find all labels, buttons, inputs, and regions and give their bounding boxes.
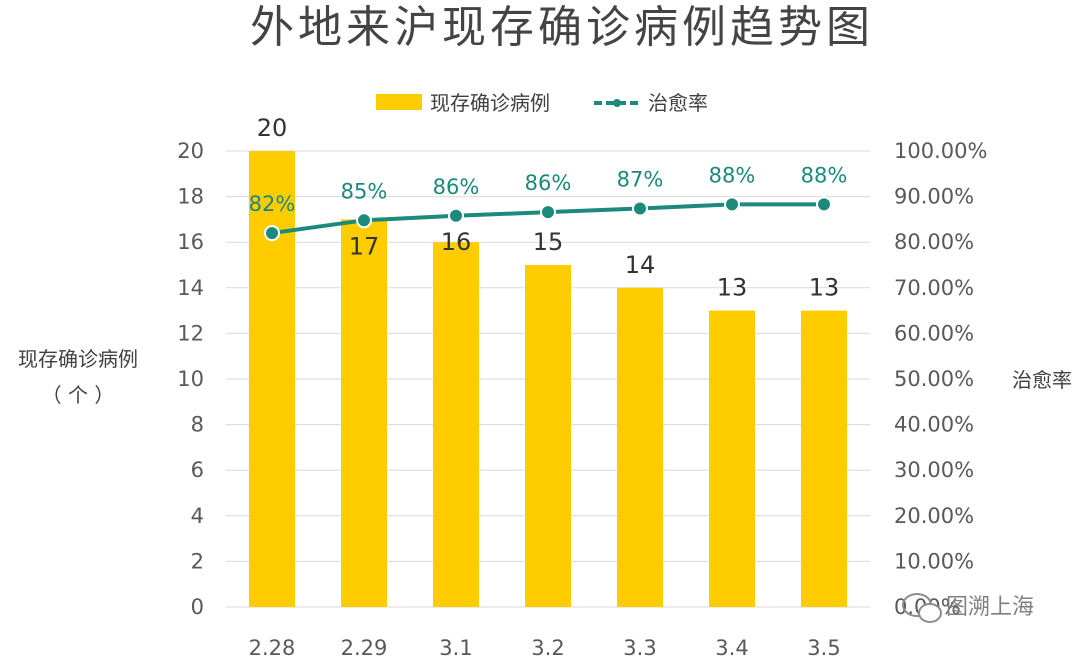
rate-point [816, 196, 832, 213]
right-tick-label: 60.00% [894, 321, 974, 345]
left-tick-label: 10 [177, 367, 204, 391]
bar [709, 310, 755, 607]
left-tick-label: 12 [177, 321, 204, 345]
rate-data-label: 88% [709, 163, 756, 187]
x-tick-label: 3.3 [623, 636, 656, 656]
x-tick-label: 2.28 [249, 636, 296, 656]
left-tick-label: 0 [191, 595, 204, 619]
bar-data-labels: 20 17 16 15 14 13 13 [257, 114, 840, 302]
rate-point [448, 207, 464, 224]
left-tick-label: 8 [191, 413, 204, 437]
chart-title: 外地来沪现存确诊病例趋势图 [250, 2, 874, 53]
right-tick-label: 50.00% [894, 367, 974, 391]
left-axis-title: 现存确诊病例 [18, 347, 138, 371]
legend-bar-swatch [376, 94, 422, 110]
rate-point [540, 204, 556, 221]
x-tick-label: 3.5 [807, 636, 840, 656]
left-tick-label: 6 [191, 458, 204, 482]
watermark: 图溯上海 [902, 593, 1034, 623]
x-tick-label: 3.1 [439, 636, 472, 656]
rate-data-label: 86% [433, 175, 480, 199]
left-tick-label: 16 [177, 230, 204, 254]
bar [801, 310, 847, 607]
bar [617, 287, 663, 607]
bar-data-label: 16 [441, 228, 472, 256]
right-tick-label: 10.00% [894, 549, 974, 573]
bar-data-label: 13 [809, 274, 840, 302]
bar-data-label: 17 [349, 232, 380, 260]
bar-data-label: 14 [625, 251, 656, 279]
right-tick-label: 80.00% [894, 230, 974, 254]
right-tick-label: 20.00% [894, 504, 974, 528]
left-axis-ticks: 0 2 4 6 8 10 12 14 16 18 20 [177, 139, 204, 619]
right-tick-label: 90.00% [894, 185, 974, 209]
left-axis-unit: （ 个 ） [42, 383, 115, 407]
rate-data-label: 85% [341, 179, 388, 203]
rate-data-label: 86% [525, 171, 572, 195]
bar [525, 265, 571, 607]
wechat-icon [902, 593, 942, 623]
watermark-text: 图溯上海 [946, 595, 1034, 620]
legend-line-marker [613, 99, 621, 107]
rate-point [724, 196, 740, 213]
right-tick-label: 40.00% [894, 413, 974, 437]
left-tick-label: 20 [177, 139, 204, 163]
x-tick-label: 2.29 [341, 636, 388, 656]
rate-point [632, 200, 648, 217]
left-tick-label: 2 [191, 549, 204, 573]
rate-data-label: 87% [617, 167, 664, 191]
x-tick-label: 3.4 [715, 636, 748, 656]
legend-bar-label: 现存确诊病例 [430, 91, 550, 115]
rate-point [356, 212, 372, 229]
left-tick-label: 14 [177, 276, 204, 300]
rate-series [264, 196, 832, 242]
x-tick-label: 3.2 [531, 636, 564, 656]
left-tick-label: 4 [191, 504, 204, 528]
bar-data-label: 15 [533, 228, 564, 256]
left-tick-label: 18 [177, 185, 204, 209]
bar [433, 242, 479, 607]
rate-point [264, 225, 280, 242]
legend-line-label: 治愈率 [648, 91, 708, 115]
right-tick-label: 30.00% [894, 458, 974, 482]
right-tick-label: 100.00% [894, 139, 987, 163]
rate-data-labels: 82% 85% 86% 86% 87% 88% 88% [249, 163, 848, 216]
bar-data-label: 13 [717, 274, 748, 302]
bar [341, 219, 387, 607]
bar [249, 151, 295, 607]
rate-data-label: 82% [249, 192, 296, 216]
bars [249, 151, 847, 607]
bar-data-label: 20 [257, 114, 288, 142]
right-tick-label: 70.00% [894, 276, 974, 300]
x-axis-ticks: 2.28 2.29 3.1 3.2 3.3 3.4 3.5 [249, 636, 841, 656]
right-axis-title: 治愈率 [1012, 368, 1072, 392]
legend: 现存确诊病例 治愈率 [376, 91, 708, 115]
rate-data-label: 88% [801, 163, 848, 187]
right-axis-ticks: 0.00%10.00%20.00%30.00%40.00%50.00%60.00… [894, 139, 987, 619]
